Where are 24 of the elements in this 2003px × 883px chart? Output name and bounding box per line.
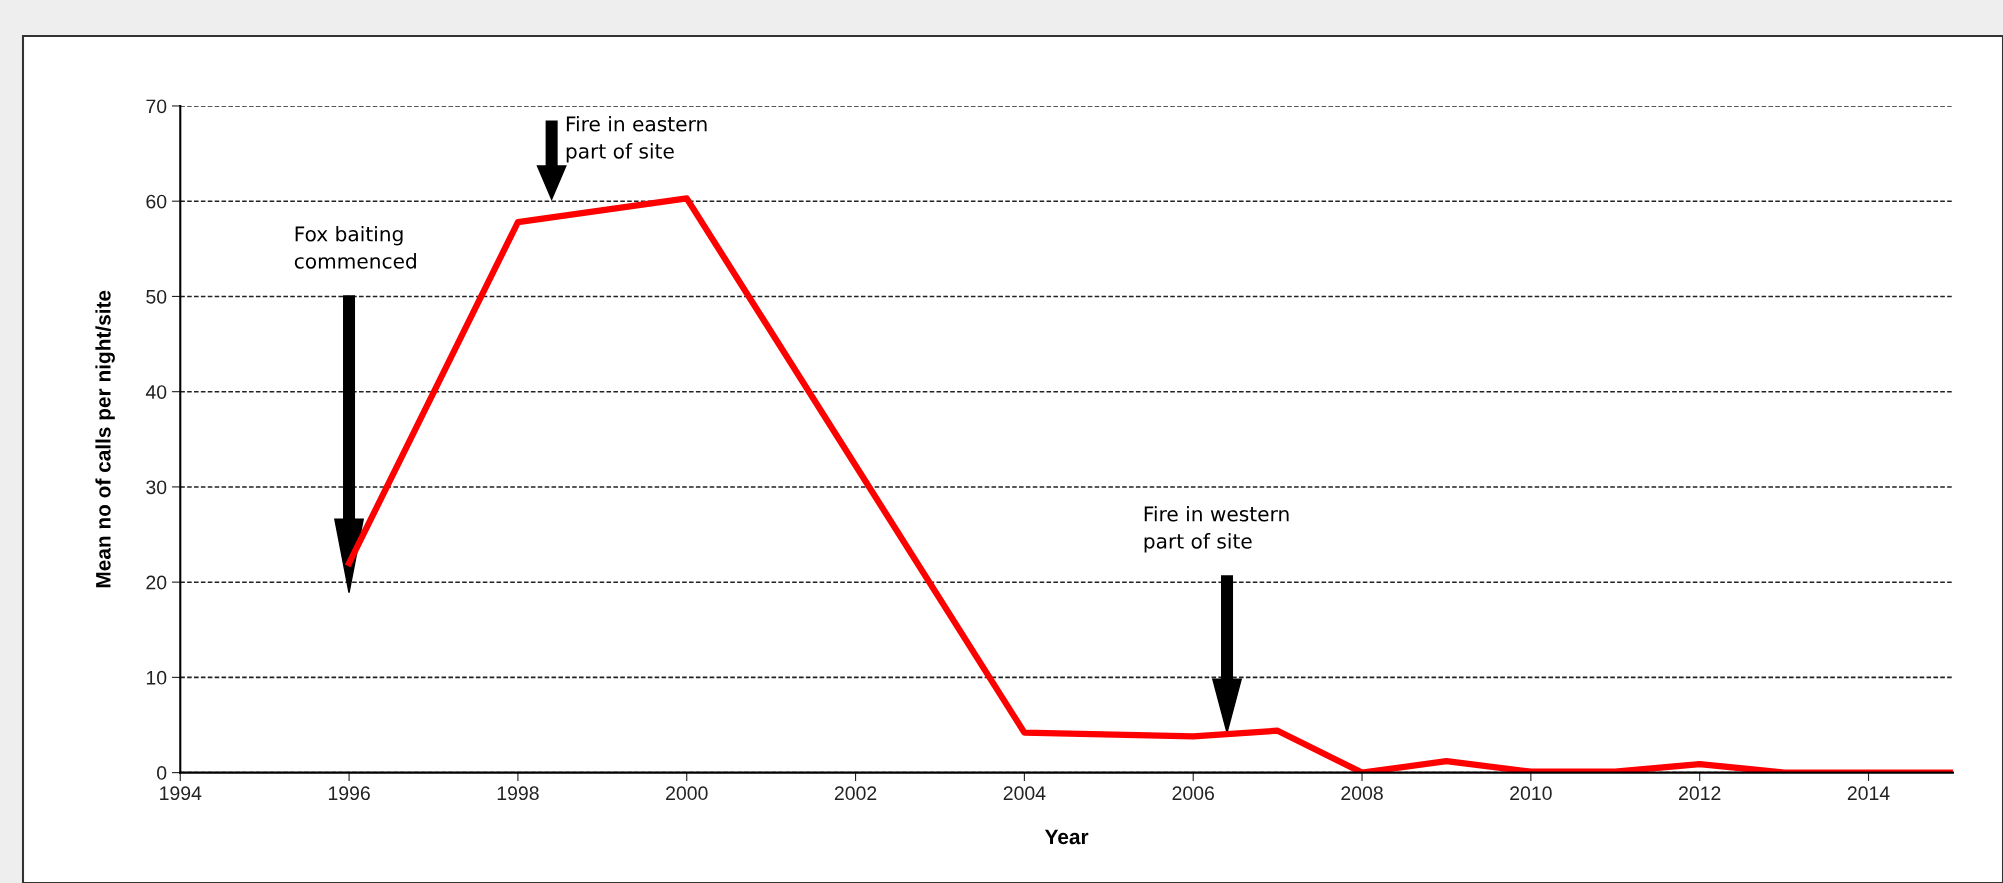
y-tick-label: 10 — [146, 670, 167, 685]
y-tick-label: 0 — [157, 766, 167, 780]
x-tick-label: 2004 — [1003, 786, 1046, 801]
x-tick-label: 2002 — [834, 786, 877, 801]
x-tick-label: 1994 — [160, 786, 202, 801]
x-axis-title: Year — [1044, 829, 1089, 845]
x-tick-label: 2010 — [1510, 786, 1552, 801]
x-tick-label: 2006 — [1172, 786, 1214, 801]
y-tick-label: 40 — [145, 385, 167, 399]
x-tick-label: 1998 — [497, 786, 539, 801]
annotation: Fox baiting commenced — [294, 225, 416, 269]
x-tick-label: 2014 — [1847, 786, 1890, 801]
y-axis-title: Mean no of calls per night/site — [95, 290, 115, 588]
x-tick-label: 2000 — [666, 786, 708, 801]
y-tick-label: 60 — [146, 194, 167, 209]
annotation: Fire in western part of site — [1144, 505, 1289, 553]
y-tick-label: 20 — [146, 575, 167, 590]
y-tick-label: 50 — [146, 289, 167, 304]
x-tick-label: 2008 — [1341, 786, 1383, 801]
annotation: Fire in eastern part of site — [566, 115, 707, 163]
x-tick-label: 2012 — [1679, 786, 1721, 801]
y-tick-label: 70 — [146, 99, 167, 114]
y-tick-label: 30 — [146, 480, 167, 495]
x-tick-label: 1996 — [328, 786, 370, 801]
